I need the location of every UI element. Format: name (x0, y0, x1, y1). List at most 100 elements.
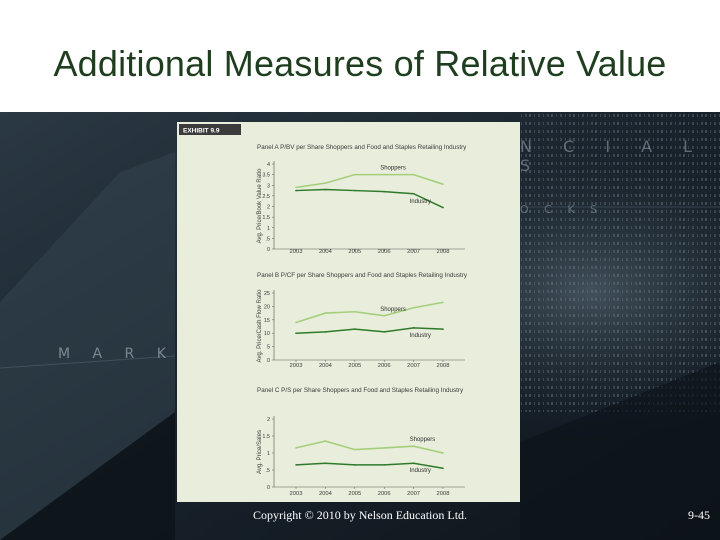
y-tick-label: 2 (267, 205, 270, 211)
data-point-shoppers (412, 173, 415, 176)
x-tick-label: 2004 (319, 491, 333, 497)
slide-title-area: Additional Measures of Relative Value (0, 0, 720, 112)
data-point-industry (442, 328, 444, 330)
data-point-industry (354, 328, 356, 330)
data-point-industry (324, 331, 327, 333)
y-tick-label: 2.5 (262, 194, 270, 200)
y-tick-label: 1 (267, 451, 270, 457)
data-point-shoppers (383, 447, 385, 449)
data-point-shoppers (324, 312, 327, 314)
y-tick-label: 25 (264, 291, 270, 297)
data-point-shoppers (442, 183, 444, 185)
chart-panel-1: Panel A P/BV per Share Shoppers and Food… (257, 144, 467, 255)
series-line-industry (295, 327, 444, 334)
y-tick-label: 1.5 (262, 215, 270, 221)
x-tick-label: 2005 (348, 491, 361, 497)
x-tick-label: 2005 (348, 249, 361, 255)
data-point-industry (354, 189, 356, 192)
x-tick-label: 2007 (407, 363, 420, 369)
data-point-industry (295, 189, 297, 192)
series-line-shoppers (295, 173, 444, 189)
data-point-shoppers (324, 182, 327, 184)
y-tick-label: 0 (267, 485, 270, 491)
y-tick-label: 20 (264, 304, 270, 310)
data-point-industry (295, 464, 297, 466)
x-tick-label: 2004 (319, 249, 333, 255)
x-tick-label: 2006 (378, 491, 391, 497)
data-point-industry (383, 190, 385, 193)
x-tick-label: 2008 (437, 249, 450, 255)
data-point-shoppers (295, 186, 297, 189)
data-point-industry (383, 464, 385, 466)
y-tick-label: 0 (267, 247, 270, 253)
page-number: 9-45 (688, 508, 710, 522)
copyright-notice: Copyright © 2010 by Nelson Education Ltd… (252, 508, 468, 522)
series-line-shoppers (295, 440, 444, 454)
data-point-shoppers (442, 301, 444, 304)
x-tick-label: 2008 (437, 491, 450, 497)
background-text-mid: O C K S (520, 203, 604, 216)
exhibit-chart-svg: EXHIBIT 9.9 Panel A P/BV per Share Shoppe… (179, 124, 468, 497)
x-tick-label: 2004 (319, 363, 333, 369)
x-tick-label: 2003 (290, 363, 303, 369)
data-point-shoppers (324, 440, 327, 442)
y-tick-label: 4 (267, 162, 270, 168)
y-tick-label: 1.5 (262, 434, 270, 440)
y-tick-label: 0 (267, 358, 270, 364)
data-point-shoppers (412, 445, 415, 448)
series-label: Industry (410, 333, 431, 339)
series-line-shoppers (295, 301, 444, 324)
series-label: Industry (410, 468, 431, 474)
y-tick-label: 10 (264, 331, 270, 337)
data-point-shoppers (442, 452, 444, 454)
x-tick-label: 2003 (290, 249, 303, 255)
x-tick-label: 2006 (378, 249, 391, 255)
x-tick-label: 2007 (407, 249, 420, 255)
y-axis-label: Avg. Price/Book Value Ratio (257, 168, 263, 243)
chart-title: Panel B P/CF per Share Shoppers and Food… (257, 272, 468, 279)
y-tick-label: .5 (265, 236, 270, 242)
y-tick-label: 3.5 (262, 173, 270, 179)
series-line-industry (295, 462, 444, 470)
x-tick-label: 2006 (378, 363, 391, 369)
x-tick-label: 2008 (437, 363, 450, 369)
data-point-industry (295, 332, 297, 334)
y-tick-label: 15 (264, 318, 270, 324)
data-point-industry (383, 331, 385, 333)
data-point-industry (324, 462, 327, 465)
exhibit-panel: EXHIBIT 9.9 Panel A P/BV per Share Shoppe… (177, 122, 520, 502)
data-point-shoppers (354, 448, 356, 451)
data-point-shoppers (383, 173, 385, 176)
y-axis-label: Avg. Price/Sales (257, 430, 263, 474)
y-tick-label: 5 (267, 345, 270, 351)
y-tick-label: 2 (267, 417, 270, 423)
series-label: Shoppers (380, 307, 406, 313)
chart-panel-2: Panel B P/CF per Share Shoppers and Food… (257, 272, 468, 369)
data-point-industry (412, 462, 415, 465)
data-point-industry (412, 192, 415, 195)
exhibit-label: EXHIBIT 9.9 (183, 128, 220, 135)
x-tick-label: 2003 (290, 491, 303, 497)
data-point-shoppers (354, 173, 356, 176)
background-text-top: N C I A L S (520, 137, 706, 175)
data-point-shoppers (295, 321, 297, 324)
data-point-industry (324, 188, 327, 191)
data-point-industry (442, 206, 444, 209)
exhibit-label-box (179, 124, 241, 135)
data-point-shoppers (412, 306, 415, 309)
y-axis-label: Avg. Price/Cash Flow Ratio (257, 289, 263, 363)
slide-title: Additional Measures of Relative Value (53, 43, 667, 84)
series-line-industry (295, 188, 444, 209)
chart-panel-3: Panel C P/S per Share Shoppers and Food … (257, 387, 465, 497)
x-tick-label: 2005 (348, 363, 361, 369)
y-tick-label: 3 (267, 183, 270, 189)
series-label: Industry (410, 199, 431, 205)
data-point-shoppers (383, 314, 385, 317)
data-point-shoppers (354, 310, 356, 313)
chart-title: Panel A P/BV per Share Shoppers and Food… (257, 144, 467, 151)
data-point-shoppers (295, 447, 297, 449)
series-label: Shoppers (380, 166, 406, 172)
data-point-industry (354, 464, 356, 466)
x-tick-label: 2007 (407, 491, 420, 497)
series-label: Shoppers (410, 437, 436, 443)
